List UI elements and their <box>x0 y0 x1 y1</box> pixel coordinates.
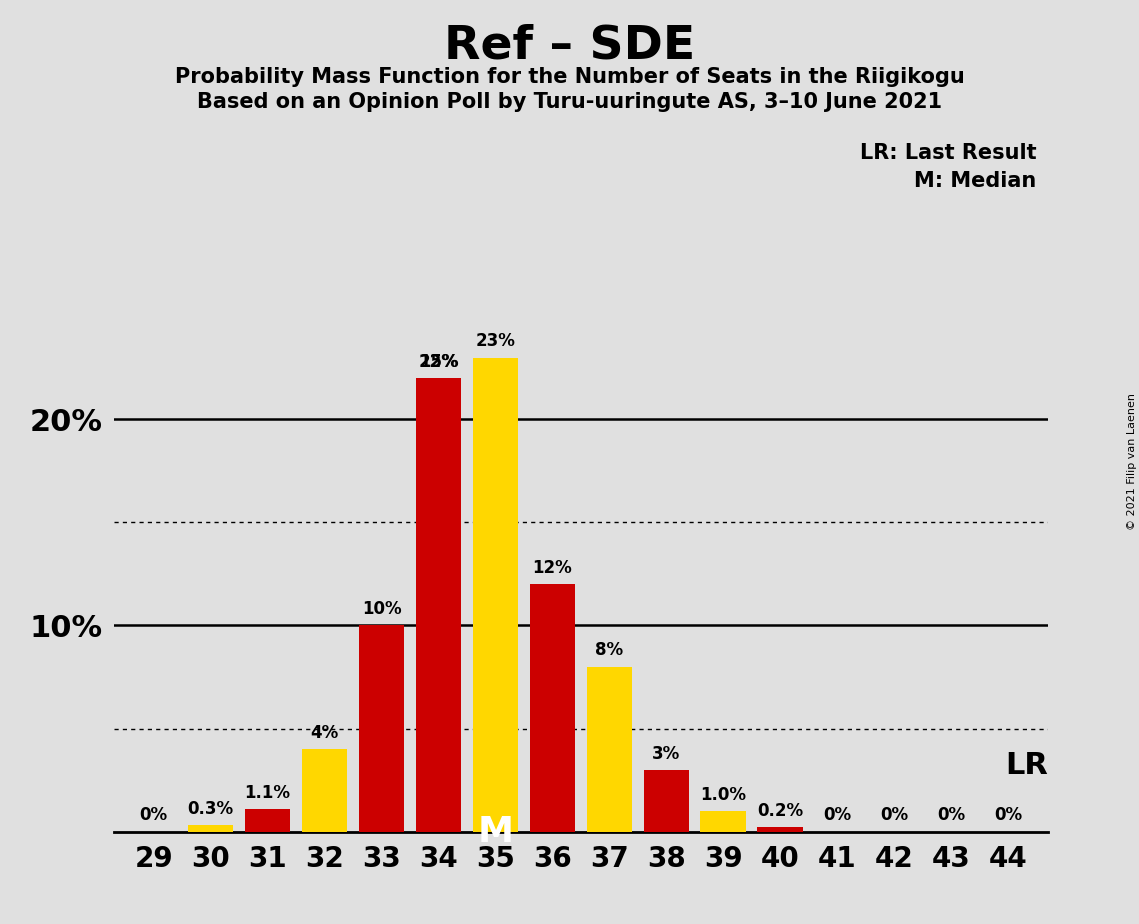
Bar <box>416 378 461 832</box>
Bar <box>530 584 575 832</box>
Bar <box>359 626 404 832</box>
Text: 0.2%: 0.2% <box>757 802 803 821</box>
Bar <box>587 667 632 832</box>
Bar <box>245 808 290 832</box>
Text: Based on an Opinion Poll by Turu-uuringute AS, 3–10 June 2021: Based on an Opinion Poll by Turu-uuringu… <box>197 92 942 113</box>
Text: M: M <box>477 815 514 848</box>
Text: M: Median: M: Median <box>915 171 1036 191</box>
Bar <box>416 522 461 832</box>
Bar <box>644 770 689 832</box>
Text: 0.3%: 0.3% <box>188 800 233 819</box>
Text: 10%: 10% <box>362 601 401 618</box>
Text: 0%: 0% <box>937 807 965 824</box>
Bar <box>302 749 347 832</box>
Text: LR: Last Result: LR: Last Result <box>860 143 1036 164</box>
Text: © 2021 Filip van Laenen: © 2021 Filip van Laenen <box>1126 394 1137 530</box>
Text: LR: LR <box>1005 751 1048 780</box>
Text: 0%: 0% <box>994 807 1022 824</box>
Text: 4%: 4% <box>311 723 338 742</box>
Text: Ref – SDE: Ref – SDE <box>444 23 695 68</box>
Text: 22%: 22% <box>418 353 459 371</box>
Text: 0%: 0% <box>823 807 851 824</box>
Text: 15%: 15% <box>419 353 458 371</box>
Text: 1.0%: 1.0% <box>700 785 746 804</box>
Text: 0%: 0% <box>140 807 167 824</box>
Text: 8%: 8% <box>596 641 623 660</box>
Text: 23%: 23% <box>475 333 516 350</box>
Text: Probability Mass Function for the Number of Seats in the Riigikogu: Probability Mass Function for the Number… <box>174 67 965 87</box>
Bar <box>757 828 803 832</box>
Bar <box>700 811 746 832</box>
Bar <box>188 825 233 832</box>
Text: 12%: 12% <box>533 559 572 577</box>
Text: 1.1%: 1.1% <box>245 784 290 802</box>
Text: 3%: 3% <box>653 745 680 762</box>
Text: 0%: 0% <box>880 807 908 824</box>
Bar <box>473 358 518 832</box>
